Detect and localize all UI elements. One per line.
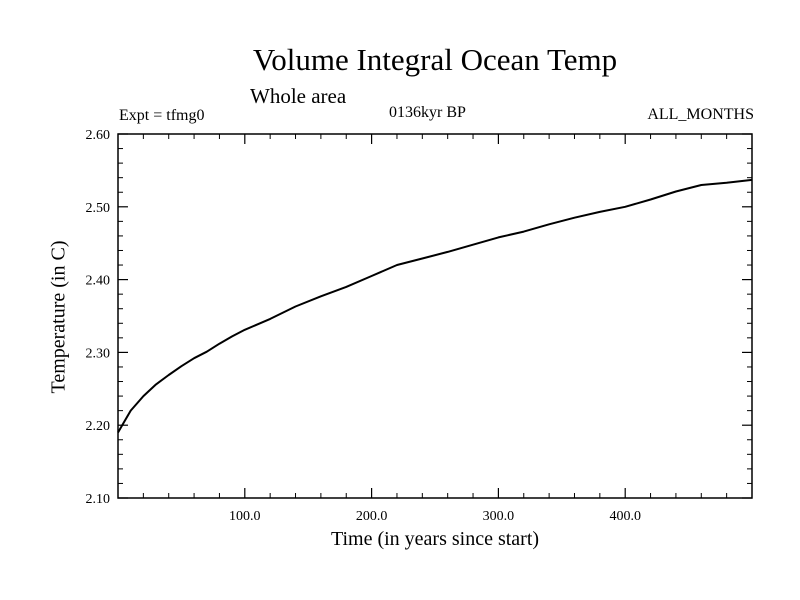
plot-frame xyxy=(117,133,753,499)
y-tick-label: 2.60 xyxy=(86,128,111,143)
x-axis-label: Time (in years since start) xyxy=(330,528,540,550)
series-group xyxy=(117,178,753,434)
axis-ticks: 100.0 200.0 300.0 400.0 2.10 2.20 2.30 2.40 2.50… xyxy=(86,128,752,524)
y-tick-label: 2.10 xyxy=(86,492,111,507)
experiment-label: Expt = tfmg0 xyxy=(119,107,205,124)
x-tick-label: 100.0 xyxy=(229,509,261,524)
period-label: 0136kyr BP xyxy=(389,104,466,121)
months-label: ALL_MONTHS xyxy=(647,106,754,123)
chart-title: Volume Integral Ocean Temp xyxy=(252,42,618,77)
series-line xyxy=(117,178,753,434)
y-tick-label: 2.20 xyxy=(86,419,111,434)
x-tick-label: 200.0 xyxy=(356,509,388,524)
chart-subtitle: Whole area xyxy=(250,84,347,108)
y-axis-label: Temperature (in C) xyxy=(47,240,70,394)
y-tick-label: 2.40 xyxy=(86,274,111,289)
x-tick-label: 300.0 xyxy=(483,509,515,524)
y-tick-label: 2.30 xyxy=(86,346,111,361)
y-tick-label: 2.50 xyxy=(86,201,111,216)
x-tick-label: 400.0 xyxy=(609,509,641,524)
